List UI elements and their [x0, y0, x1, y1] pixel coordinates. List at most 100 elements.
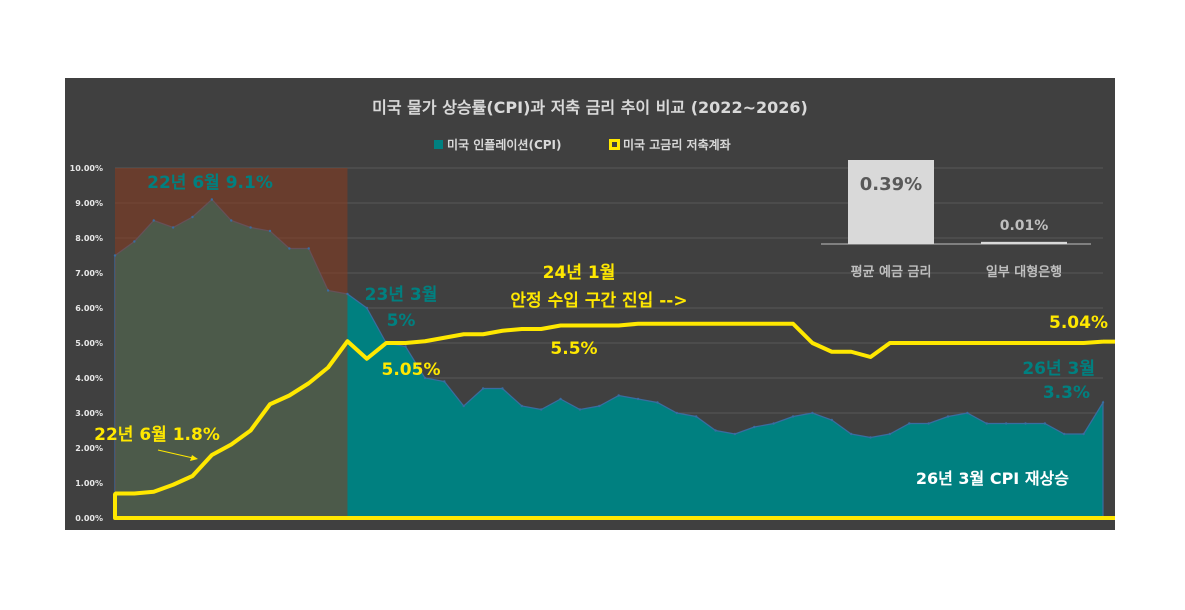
- jan24-annotation: 24년 1월: [543, 263, 616, 283]
- y-axis: 0.00% 1.00% 2.00% 3.00% 4.00% 5.00% 6.00% 7.00%…: [70, 164, 103, 523]
- savings-point: [326, 366, 330, 369]
- cpi-point: [733, 432, 737, 436]
- cpi-point: [288, 247, 291, 250]
- savings-point: [985, 341, 989, 345]
- cpi-peak-annotation: 22년 6월 9.1%: [147, 173, 273, 193]
- savings-latest-value: 5.04%: [1049, 313, 1108, 333]
- savings-point: [888, 341, 892, 345]
- savings-point: [539, 327, 543, 331]
- annotation-arrow: [157, 449, 194, 459]
- annotation-arrow-head: [190, 455, 198, 461]
- cpi-point: [811, 411, 814, 415]
- savings-point: [907, 341, 911, 345]
- cpi-point: [365, 306, 369, 310]
- cpi-point: [675, 411, 679, 415]
- cpi-point: [559, 397, 562, 401]
- y-tick-label: 5.00%: [75, 339, 103, 348]
- savings-mar23-value: 5.05%: [382, 360, 441, 380]
- savings-start-annotation: 22년 6월 1.8%: [94, 425, 220, 445]
- savings-point: [268, 402, 272, 406]
- savings-point: [791, 322, 795, 326]
- cpi-mar23-value: 5%: [387, 311, 416, 331]
- cpi-point: [191, 215, 194, 219]
- legend-cpi-label: 미국 인플레이션(CPI): [447, 137, 562, 152]
- savings-peak-value: 5.5%: [550, 339, 597, 359]
- savings-point: [617, 324, 621, 327]
- savings-point: [675, 322, 679, 326]
- cpi-point: [481, 387, 485, 390]
- savings-point: [636, 322, 640, 326]
- cpi-point: [520, 404, 524, 408]
- cpi-point: [1043, 422, 1047, 425]
- savings-point: [1082, 341, 1086, 345]
- cpi-point: [249, 226, 252, 229]
- cpi-point: [326, 289, 330, 292]
- savings-point: [229, 443, 233, 446]
- chart-svg: 미국 물가 상승률(CPI)과 저축 금리 추이 비교 (2022~2026) …: [65, 78, 1119, 530]
- savings-point: [520, 327, 524, 331]
- inset-category-label: 일부 대형은행: [986, 264, 1062, 280]
- cpi-point: [1004, 422, 1008, 425]
- cpi-point: [230, 219, 233, 222]
- savings-point: [733, 322, 737, 326]
- savings-point: [714, 322, 718, 326]
- y-tick-label: 9.00%: [75, 199, 103, 208]
- savings-point: [655, 322, 659, 326]
- savings-point: [442, 336, 446, 340]
- legend: 미국 인플레이션(CPI) 미국 고금리 저축계좌: [434, 137, 731, 152]
- cpi-point: [694, 415, 698, 418]
- y-tick-label: 8.00%: [75, 234, 103, 243]
- y-tick-label: 10.00%: [70, 164, 103, 173]
- cpi-point: [714, 429, 717, 432]
- savings-point: [365, 357, 369, 361]
- cpi-point: [946, 415, 950, 418]
- cpi-point: [791, 415, 795, 418]
- inset-bar-label: 0.01%: [1000, 218, 1049, 234]
- cpi-point: [346, 292, 349, 296]
- cpi-point: [888, 432, 892, 436]
- y-tick-label: 0.00%: [75, 514, 103, 523]
- savings-point: [423, 339, 427, 343]
- y-tick-label: 2.00%: [75, 444, 103, 453]
- cpi-point: [985, 422, 988, 425]
- inset-bar-label: 0.39%: [860, 174, 922, 195]
- chart-title: 미국 물가 상승률(CPI)과 저축 금리 추이 비교 (2022~2026): [372, 98, 808, 117]
- cpi-point: [171, 226, 175, 229]
- savings-point: [965, 341, 969, 345]
- savings-point: [830, 350, 834, 354]
- savings-point: [190, 474, 194, 478]
- cpi-point: [927, 422, 930, 425]
- savings-point: [1024, 341, 1028, 345]
- y-tick-label: 7.00%: [75, 269, 103, 278]
- savings-point: [1062, 341, 1066, 345]
- inset-bar-chart: 0.39% 평균 예금 금리 0.01% 일부 대형은행: [821, 160, 1091, 280]
- savings-point: [849, 350, 853, 354]
- cpi-rebound-annotation: 26년 3월 CPI 재상승: [916, 469, 1069, 488]
- savings-point: [287, 394, 291, 397]
- cpi-point: [772, 422, 775, 425]
- savings-point: [249, 429, 253, 432]
- cpi-point: [849, 432, 853, 436]
- savings-point: [307, 381, 311, 385]
- savings-point: [500, 329, 504, 333]
- cpi-mar26-value: 3.3%: [1043, 383, 1090, 403]
- savings-point: [752, 322, 756, 326]
- savings-point: [694, 322, 698, 326]
- cpi-point: [462, 404, 465, 408]
- shaded-period-2022: [115, 168, 348, 518]
- savings-point: [152, 490, 156, 494]
- cpi-mar23-annotation: 23년 3월: [365, 285, 438, 305]
- stable-income-annotation: 안정 수입 구간 진입 -->: [510, 291, 687, 311]
- legend-cpi-swatch: [434, 140, 443, 149]
- savings-point: [946, 341, 950, 345]
- cpi-mar26-annotation: 26년 3월: [1022, 359, 1095, 379]
- cpi-point: [133, 240, 136, 243]
- cpi-point: [908, 422, 911, 425]
- y-tick-label: 3.00%: [75, 409, 103, 418]
- cpi-point: [443, 380, 446, 383]
- cpi-point: [404, 345, 407, 348]
- annotations: 22년 6월 9.1% 22년 6월 1.8% 23년 3월 5% 5.05% 24년 1…: [94, 173, 1108, 488]
- cpi-point: [656, 401, 659, 404]
- savings-point: [927, 341, 931, 345]
- savings-point: [132, 492, 136, 495]
